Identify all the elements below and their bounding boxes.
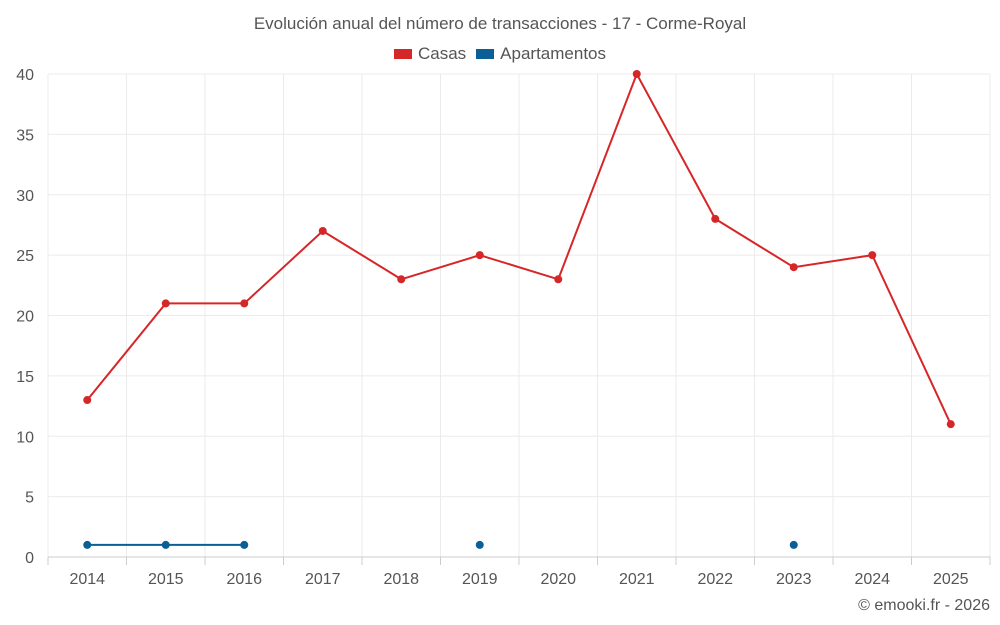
data-point-casas	[83, 396, 92, 405]
y-tick-label: 35	[16, 127, 34, 144]
legend-swatch-apartamentos	[476, 49, 495, 59]
x-tick-label: 2018	[383, 571, 419, 588]
x-tick-label: 2014	[69, 571, 105, 588]
x-tick-label: 2024	[854, 571, 890, 588]
chart-title: Evolución anual del número de transaccio…	[253, 14, 747, 33]
x-tick-label: 2022	[697, 571, 733, 588]
y-tick-label: 5	[25, 490, 34, 507]
y-tick-label: 25	[16, 248, 34, 265]
data-point-casas	[789, 263, 798, 272]
y-tick-label: 40	[16, 67, 34, 84]
data-point-casas	[397, 275, 406, 284]
y-tick-label: 10	[16, 429, 34, 446]
data-point-casas	[318, 226, 327, 235]
credit-text: © emooki.fr - 2026	[858, 597, 990, 614]
data-point-casas	[868, 251, 877, 260]
x-tick-label: 2025	[933, 571, 969, 588]
data-point-apartamentos	[161, 540, 170, 549]
legend-item-casas[interactable]: Casas	[393, 44, 467, 64]
data-point-apartamentos	[83, 540, 92, 549]
x-tick-label: 2016	[226, 571, 262, 588]
legend-item-apartamentos[interactable]: Apartamentos	[476, 44, 606, 64]
x-tick-label: 2020	[540, 571, 576, 588]
y-tick-label: 30	[16, 188, 34, 205]
legend-swatch-casas	[393, 49, 412, 59]
data-point-casas	[946, 420, 955, 429]
data-point-casas	[632, 70, 641, 78]
data-point-casas	[711, 214, 720, 223]
data-point-apartamentos	[240, 540, 249, 549]
data-point-casas	[240, 299, 249, 308]
x-tick-label: 2015	[148, 571, 184, 588]
legend: Casas Apartamentos	[0, 44, 1000, 64]
data-point-apartamentos	[789, 540, 798, 549]
data-point-casas	[554, 275, 563, 284]
x-tick-label: 2023	[776, 571, 812, 588]
data-point-casas	[475, 251, 484, 260]
y-tick-label: 15	[16, 369, 34, 386]
data-point-casas	[161, 299, 170, 308]
legend-label-apartamentos: Apartamentos	[500, 44, 607, 63]
legend-label-casas: Casas	[417, 44, 467, 63]
y-tick-label: 20	[16, 309, 34, 326]
series-line-casas	[86, 71, 952, 425]
x-tick-label: 2017	[305, 571, 341, 588]
y-tick-label: 0	[25, 550, 34, 567]
x-tick-label: 2019	[462, 571, 498, 588]
data-point-apartamentos	[475, 540, 484, 549]
x-tick-label: 2021	[619, 571, 655, 588]
